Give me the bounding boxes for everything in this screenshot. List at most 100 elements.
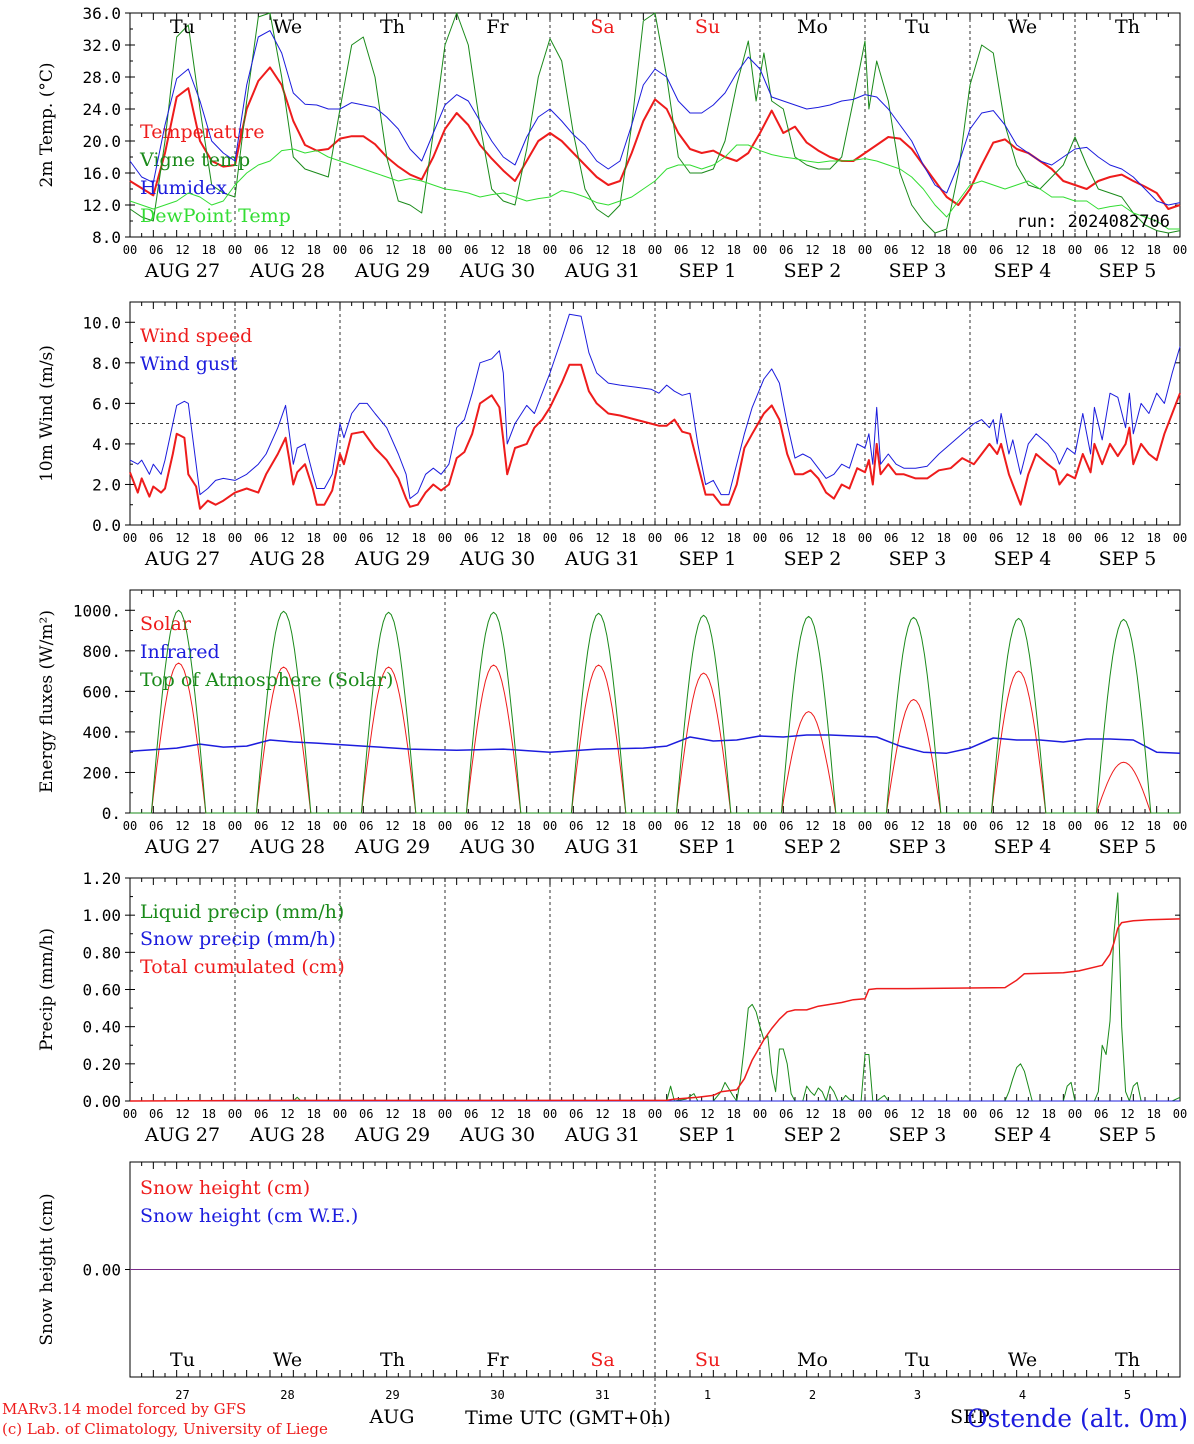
y-tick-label: 8.0 — [92, 228, 121, 247]
run-annotation: run: 2024082706 — [1016, 212, 1170, 232]
legend-entry: Snow height (cm W.E.) — [140, 1205, 358, 1227]
hour-tick-label: 12 — [595, 243, 609, 257]
hour-tick-label: 06 — [464, 243, 478, 257]
date-label: SEP 4 — [994, 260, 1052, 282]
hour-tick-label: 12 — [490, 531, 504, 545]
weekday-label: Fr — [486, 16, 509, 38]
hour-tick-label: 12 — [490, 819, 504, 833]
legend-entry: Snow precip (mm/h) — [140, 928, 336, 950]
day-number: 4 — [1019, 1388, 1026, 1402]
hour-tick-label: 18 — [727, 1107, 741, 1121]
weekday-label: Tu — [170, 16, 195, 38]
weekday-label: We — [1008, 16, 1037, 38]
plot-frame — [129, 12, 1181, 238]
date-label: AUG 30 — [459, 548, 535, 570]
series-wind-gust — [129, 313, 1181, 500]
hour-tick-label: 00 — [858, 531, 872, 545]
hour-tick-label: 06 — [569, 243, 583, 257]
hour-tick-label: 12 — [280, 1107, 294, 1121]
date-label: SEP 5 — [1099, 548, 1157, 570]
legend-entry: Vigne temp — [139, 149, 250, 171]
hour-tick-label: 12 — [385, 1107, 399, 1121]
series-dewpoint-temp — [129, 144, 1180, 230]
hour-tick-label: 12 — [175, 243, 189, 257]
hour-tick-label: 06 — [989, 1107, 1003, 1121]
hour-tick-label: 06 — [149, 243, 163, 257]
y-tick-label: 0. — [102, 804, 121, 823]
series-total-cumulated-cm- — [129, 918, 1181, 1102]
hour-tick-label: 06 — [464, 531, 478, 545]
hour-tick-label: 00 — [753, 1107, 767, 1121]
hour-tick-label: 00 — [1173, 1107, 1187, 1121]
date-label: SEP 3 — [889, 1124, 947, 1146]
hour-tick-label: 18 — [622, 243, 636, 257]
hour-tick-label: 18 — [202, 531, 216, 545]
hour-tick-label: 00 — [858, 819, 872, 833]
hour-tick-label: 00 — [1068, 1107, 1082, 1121]
weekday-label: Th — [1115, 1349, 1140, 1371]
hour-tick-label: 00 — [228, 819, 242, 833]
hour-tick-label: 12 — [1120, 1107, 1134, 1121]
date-label: AUG 29 — [354, 548, 430, 570]
hour-tick-label: 06 — [149, 531, 163, 545]
hour-tick-label: 12 — [1120, 819, 1134, 833]
date-label: SEP 3 — [889, 836, 947, 858]
hour-tick-label: 06 — [254, 1107, 268, 1121]
hour-tick-label: 12 — [700, 1107, 714, 1121]
hour-tick-label: 06 — [359, 1107, 373, 1121]
panel-snow: 0.00 Snow height (cm) Snow height (cm) Snow… — [37, 1161, 1181, 1427]
y-tick-label: 600. — [82, 682, 121, 701]
date-label: AUG 30 — [459, 836, 535, 858]
hour-tick-label: 00 — [963, 243, 977, 257]
hour-tick-label: 00 — [543, 531, 557, 545]
day-number: 28 — [280, 1388, 294, 1402]
weekday-label: Sa — [590, 16, 614, 38]
date-label: SEP 3 — [889, 260, 947, 282]
hour-tick-label: 00 — [1068, 531, 1082, 545]
date-label: SEP 2 — [784, 836, 842, 858]
date-label: SEP 2 — [784, 260, 842, 282]
weekday-label: Su — [695, 16, 720, 38]
hour-tick-label: 18 — [622, 819, 636, 833]
hour-tick-label: 12 — [805, 531, 819, 545]
weekday-label: Tu — [170, 1349, 195, 1371]
hour-tick-label: 06 — [1094, 819, 1108, 833]
hour-tick-label: 06 — [1094, 1107, 1108, 1121]
hour-tick-label: 18 — [1147, 819, 1161, 833]
legend-entry: Solar — [140, 613, 192, 635]
date-label: AUG 27 — [144, 836, 220, 858]
hour-tick-label: 06 — [779, 243, 793, 257]
hour-tick-label: 06 — [989, 819, 1003, 833]
hour-tick-label: 00 — [858, 1107, 872, 1121]
hour-tick-label: 12 — [1015, 531, 1029, 545]
plot-frame — [129, 301, 1181, 526]
date-label: AUG 29 — [354, 260, 430, 282]
hour-tick-label: 06 — [779, 819, 793, 833]
legend-entry: Liquid precip (mm/h) — [140, 901, 344, 923]
hour-tick-label: 00 — [963, 1107, 977, 1121]
hour-tick-label: 12 — [385, 243, 399, 257]
hour-tick-label: 12 — [595, 819, 609, 833]
y-tick-label: 16.0 — [82, 164, 121, 183]
hour-tick-label: 06 — [359, 819, 373, 833]
hour-tick-label: 00 — [333, 531, 347, 545]
hour-tick-label: 12 — [805, 819, 819, 833]
series-top-of-atmosphere-solar- — [130, 609, 1180, 814]
y-tick-label: 1.20 — [82, 869, 121, 888]
date-label: SEP 1 — [679, 1124, 737, 1146]
y-axis-label: 2m Temp. (°C) — [37, 62, 57, 187]
date-label: AUG 30 — [459, 1124, 535, 1146]
hour-tick-label: 00 — [438, 243, 452, 257]
hour-tick-label: 12 — [910, 1107, 924, 1121]
hour-tick-label: 06 — [779, 531, 793, 545]
y-tick-label: 0.80 — [82, 943, 121, 962]
date-label: SEP 4 — [994, 836, 1052, 858]
date-label: SEP 5 — [1099, 260, 1157, 282]
hour-tick-label: 18 — [307, 819, 321, 833]
day-number: 1 — [704, 1388, 711, 1402]
hour-tick-label: 12 — [175, 819, 189, 833]
hour-tick-label: 12 — [910, 531, 924, 545]
series-wind-speed — [129, 363, 1181, 510]
hour-tick-label: 06 — [464, 1107, 478, 1121]
hour-tick-label: 18 — [937, 531, 951, 545]
